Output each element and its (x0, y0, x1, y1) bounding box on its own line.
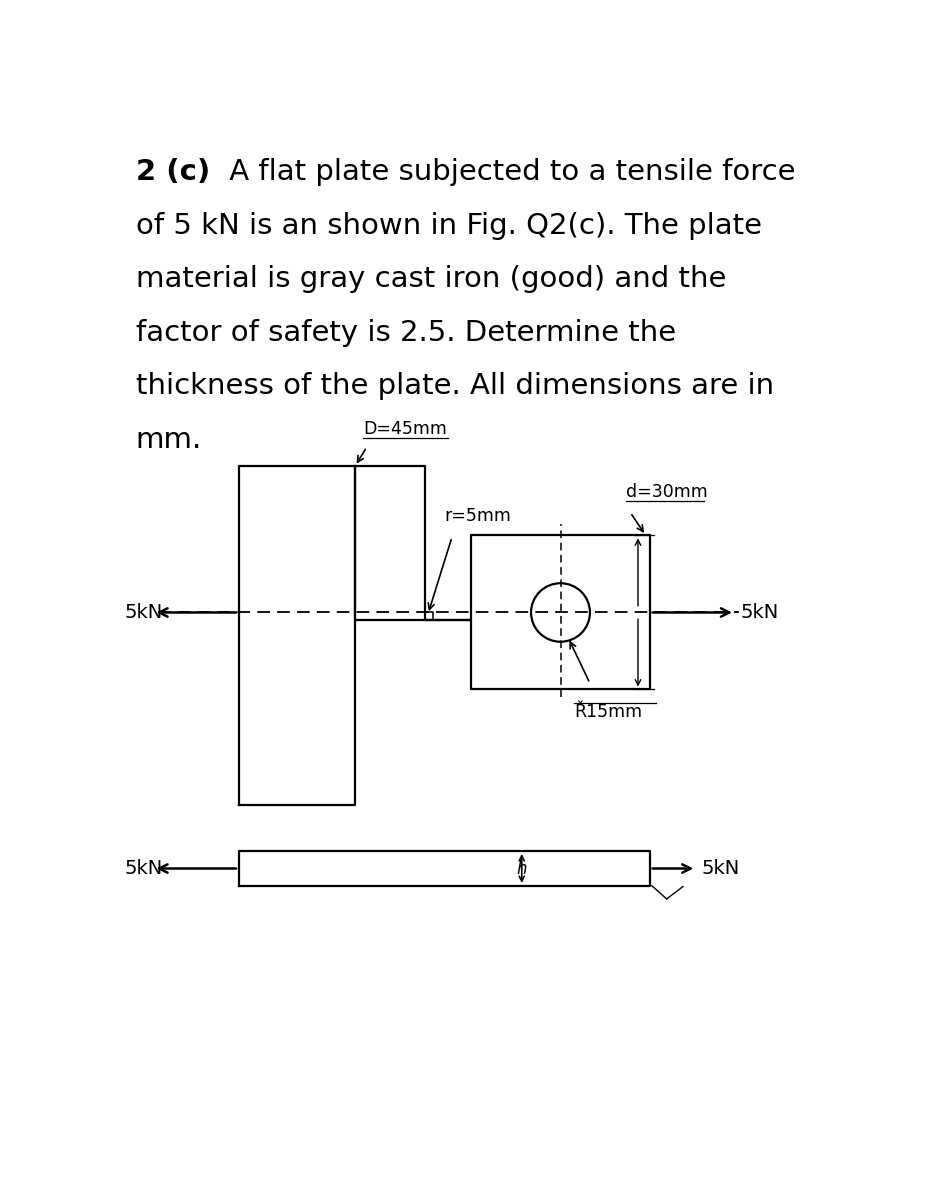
Text: mm.: mm. (136, 426, 202, 454)
Text: r=5mm: r=5mm (445, 507, 511, 525)
Text: 2 (c): 2 (c) (136, 158, 210, 186)
Text: 5kN: 5kN (701, 859, 740, 878)
Text: of 5 kN is an shown in Fig. Q2(c). The plate: of 5 kN is an shown in Fig. Q2(c). The p… (136, 212, 762, 240)
Text: thickness of the plate. All dimensions are in: thickness of the plate. All dimensions a… (136, 372, 774, 400)
Text: D=45mm: D=45mm (363, 420, 446, 438)
Text: 5kN: 5kN (125, 859, 163, 878)
Text: 5kN: 5kN (740, 603, 779, 621)
Text: A flat plate subjected to a tensile force: A flat plate subjected to a tensile forc… (219, 158, 795, 186)
Text: Ř15mm: Ř15mm (575, 703, 642, 720)
Text: d=30mm: d=30mm (626, 483, 708, 501)
Text: factor of safety is 2.5. Determine the: factor of safety is 2.5. Determine the (136, 319, 675, 347)
Text: material is gray cast iron (good) and the: material is gray cast iron (good) and th… (136, 265, 726, 293)
Text: h: h (517, 859, 527, 878)
Text: 5kN: 5kN (125, 603, 163, 621)
